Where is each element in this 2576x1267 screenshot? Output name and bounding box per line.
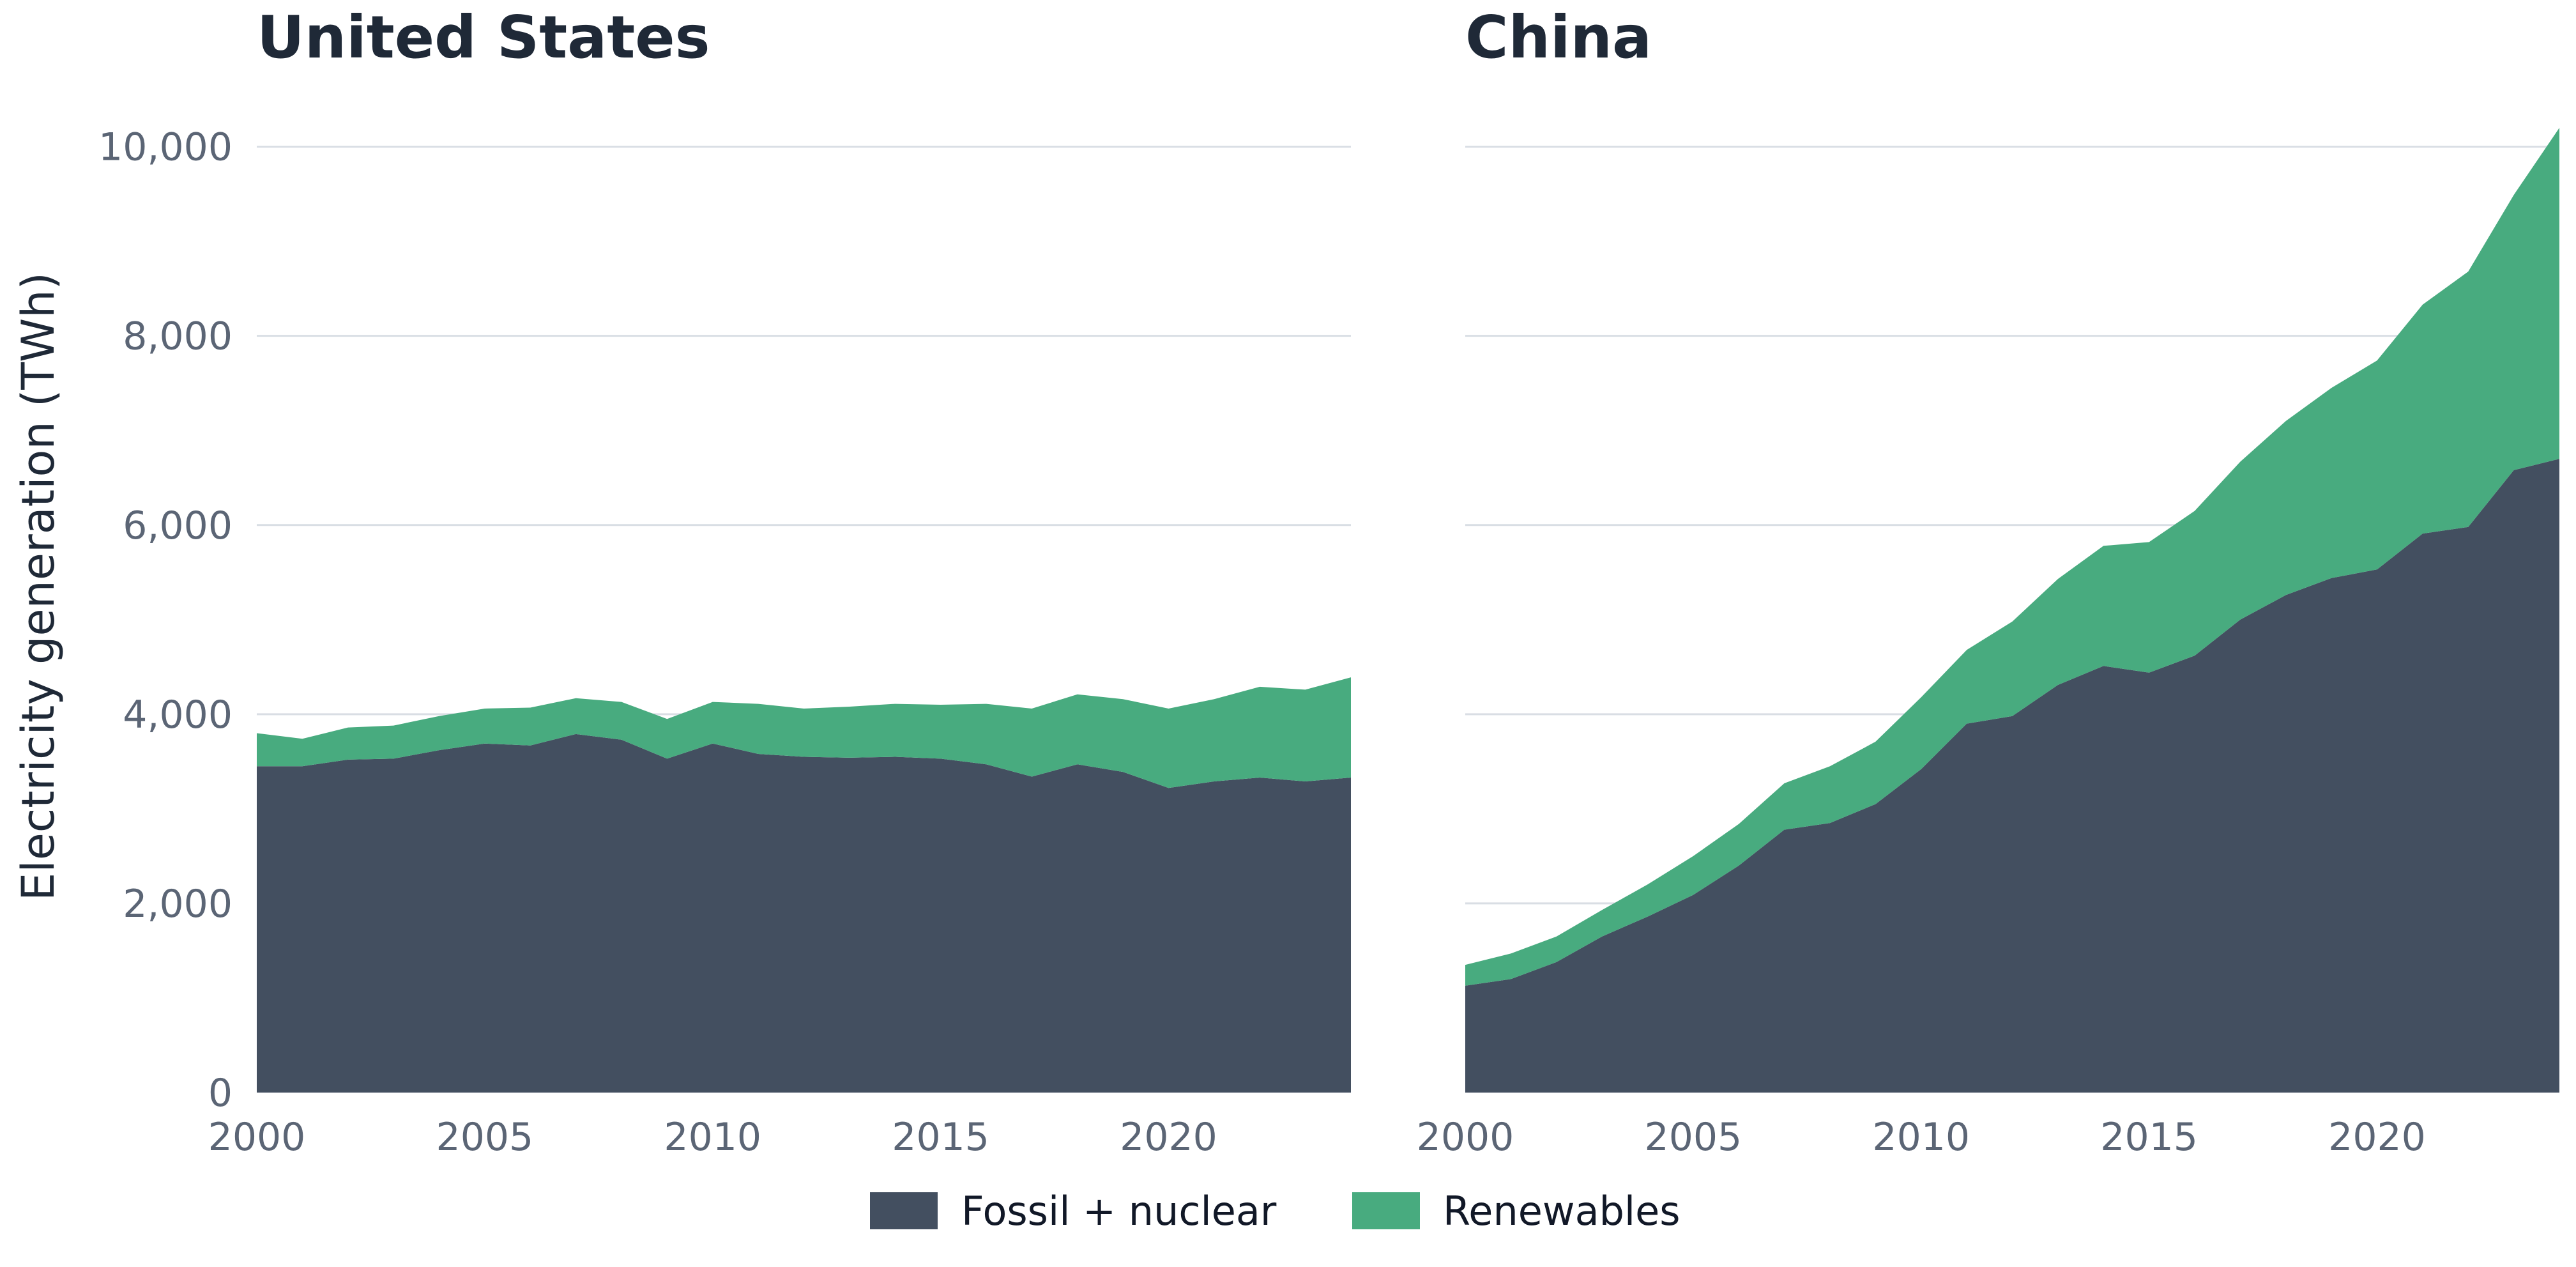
x-tick-label: 2015 xyxy=(2100,1115,2198,1160)
area-renewables-united-states xyxy=(257,677,1351,788)
axes: 2000 2005 2010 2015 2020 2000 2005 2010 2015 2020… xyxy=(98,125,2426,1160)
x-tick-label: 2010 xyxy=(664,1115,761,1160)
y-tick-label: 6,000 xyxy=(123,503,232,548)
x-tick-label: 2020 xyxy=(1120,1115,1217,1160)
y-tick-label: 8,000 xyxy=(123,314,232,359)
x-tick-label: 2005 xyxy=(436,1115,534,1160)
legend-swatch xyxy=(870,1192,938,1229)
x-tick-label: 2000 xyxy=(208,1115,306,1160)
panel-titles: United States China xyxy=(257,3,1652,72)
x-tick-label: 2020 xyxy=(2328,1115,2426,1160)
panel-title: China xyxy=(1465,3,1652,72)
y-tick-label: 10,000 xyxy=(98,125,232,170)
x-tick-label: 2005 xyxy=(1645,1115,1742,1160)
area-fossil-nuclear-china xyxy=(1465,459,2559,1093)
y-axis-label: Electricity generation (TWh) xyxy=(12,272,65,901)
x-tick-label: 2010 xyxy=(1872,1115,1970,1160)
panel-title: United States xyxy=(257,3,710,72)
area-series xyxy=(257,128,2559,1093)
legend-label: Fossil + nuclear xyxy=(961,1188,1277,1234)
legend-swatch xyxy=(1352,1192,1420,1229)
y-tick-label: 0 xyxy=(208,1071,232,1116)
legend-label: Renewables xyxy=(1443,1188,1680,1234)
y-tick-label: 2,000 xyxy=(123,882,232,926)
area-renewables-china xyxy=(1465,128,2559,986)
area-fossil-nuclear-united-states xyxy=(257,733,1351,1093)
x-tick-label: 2000 xyxy=(1417,1115,1514,1160)
legend: Fossil + nuclear Renewables xyxy=(870,1188,1680,1234)
y-tick-label: 4,000 xyxy=(123,693,232,737)
x-tick-label: 2015 xyxy=(892,1115,989,1160)
